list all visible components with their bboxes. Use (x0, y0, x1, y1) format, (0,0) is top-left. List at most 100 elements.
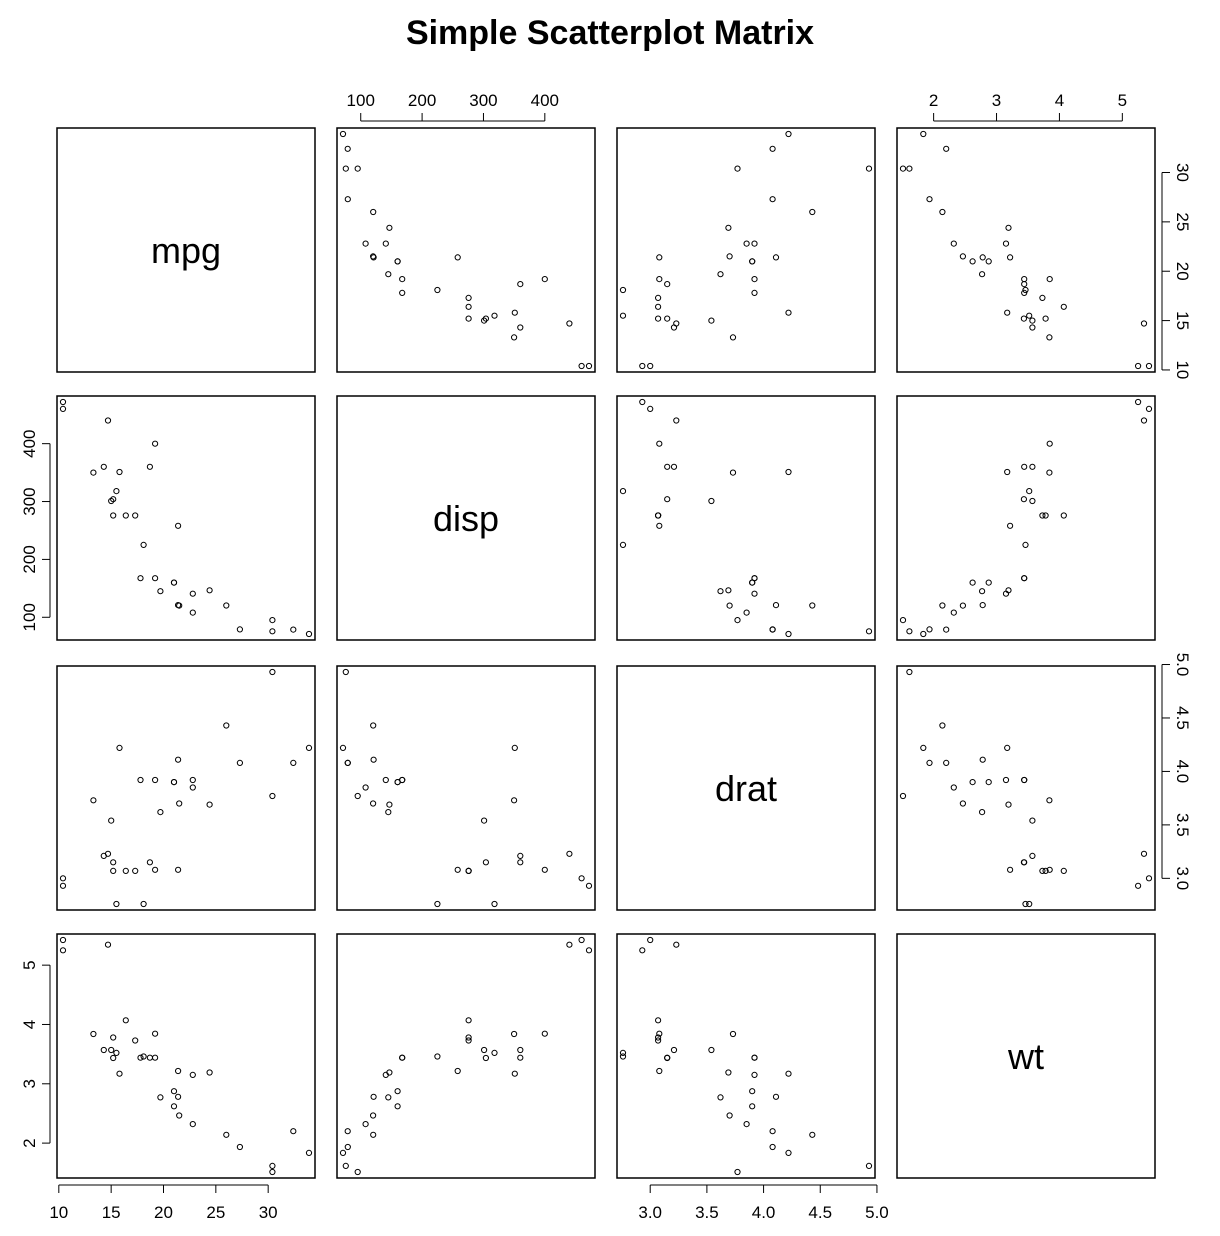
point-disp-vs-mpg-15 (59, 405, 67, 412)
point-wt-vs-drat-7 (725, 1069, 732, 1076)
point-mpg-vs-disp-11 (465, 303, 472, 310)
point-disp-vs-mpg-24 (152, 440, 159, 447)
point-disp-vs-wt-12 (1039, 512, 1046, 519)
point-drat-vs-mpg-14 (59, 882, 67, 889)
point-mpg-vs-drat-9 (751, 276, 758, 283)
point-drat-vs-disp-8 (382, 776, 389, 784)
point-drat-vs-mpg-29 (157, 809, 164, 816)
tick-label-right-mpg-2: 20 (1173, 262, 1192, 281)
point-mpg-vs-wt-30 (1029, 317, 1036, 324)
tick-label-right-drat-4: 5.0 (1173, 653, 1192, 677)
tick-label-top-disp-2: 300 (469, 91, 497, 110)
point-drat-vs-disp-15 (578, 875, 585, 882)
point-wt-vs-mpg-1 (170, 1088, 178, 1095)
panel-disp-wt (896, 395, 1156, 641)
panel-mpg-drat (616, 127, 876, 373)
point-disp-vs-mpg-30 (108, 497, 115, 505)
point-drat-vs-mpg-31 (175, 756, 182, 763)
point-wt-vs-mpg-11 (122, 1017, 129, 1024)
point-wt-vs-drat-3 (656, 1067, 663, 1075)
point-mpg-vs-drat-21 (619, 312, 627, 319)
tick-label-left-disp-1: 200 (20, 545, 39, 573)
tick-label-left-disp-0: 100 (20, 603, 39, 631)
point-mpg-vs-wt-18 (906, 165, 913, 172)
point-mpg-vs-wt-17 (943, 145, 950, 152)
point-mpg-vs-drat-13 (655, 315, 662, 322)
point-drat-vs-disp-23 (510, 797, 518, 804)
point-drat-vs-wt-5 (1022, 900, 1029, 908)
point-mpg-vs-wt-25 (926, 196, 933, 203)
point-wt-vs-drat-15 (647, 936, 654, 944)
point-disp-vs-drat-15 (647, 405, 654, 412)
tick-label-bottom-drat-3: 4.5 (808, 1203, 832, 1222)
point-drat-vs-wt-15 (1145, 875, 1153, 882)
point-wt-vs-drat-25 (769, 1143, 776, 1151)
point-wt-vs-drat-17 (769, 1128, 776, 1135)
tick-label-bottom-drat-1: 3.5 (695, 1203, 719, 1222)
point-drat-vs-mpg-26 (223, 722, 230, 729)
point-drat-vs-wt-20 (959, 800, 967, 807)
point-mpg-vs-wt-6 (1029, 324, 1036, 331)
point-wt-vs-mpg-3 (175, 1067, 182, 1075)
point-wt-vs-drat-18 (865, 1162, 873, 1170)
point-wt-vs-disp-0 (394, 1103, 401, 1110)
point-wt-vs-mpg-22 (110, 1054, 117, 1062)
point-disp-vs-drat-10 (751, 575, 758, 582)
point-disp-vs-wt-23 (1046, 469, 1053, 476)
tick-label-bottom-mpg-2: 20 (154, 1203, 173, 1222)
point-drat-vs-disp-7 (386, 801, 393, 808)
point-disp-vs-wt-21 (1026, 488, 1033, 495)
point-mpg-vs-drat-14 (639, 362, 646, 370)
point-mpg-vs-wt-5 (1022, 286, 1029, 294)
point-drat-vs-wt-10 (1021, 776, 1028, 784)
point-wt-vs-drat-23 (729, 1030, 737, 1038)
point-disp-vs-drat-30 (708, 497, 715, 505)
point-wt-vs-drat-5 (619, 1053, 627, 1060)
point-disp-vs-wt-4 (1021, 463, 1028, 470)
point-drat-vs-wt-28 (1004, 744, 1011, 752)
point-mpg-vs-disp-17 (344, 145, 351, 152)
panel-disp-disp (336, 395, 596, 641)
panel-wt-drat (616, 933, 876, 1179)
point-wt-vs-drat-20 (726, 1112, 733, 1119)
tick-label-top-wt-2: 4 (1055, 91, 1064, 110)
point-mpg-vs-disp-21 (491, 312, 498, 319)
tick-label-left-wt-2: 4 (20, 1020, 39, 1029)
point-disp-vs-drat-31 (772, 602, 780, 609)
point-wt-vs-mpg-29 (157, 1094, 164, 1101)
point-drat-vs-mpg-4 (146, 859, 153, 866)
point-mpg-vs-wt-11 (1060, 303, 1067, 310)
point-wt-vs-disp-26 (370, 1131, 377, 1138)
point-mpg-vs-wt-29 (979, 271, 986, 278)
point-mpg-vs-wt-12 (1039, 294, 1046, 301)
point-wt-vs-disp-18 (342, 1162, 349, 1170)
point-drat-vs-disp-27 (354, 792, 361, 800)
point-mpg-vs-wt-10 (1021, 289, 1028, 296)
panel-drat-mpg (56, 665, 316, 911)
point-drat-vs-mpg-9 (152, 776, 159, 784)
point-wt-vs-mpg-9 (152, 1054, 159, 1061)
point-wt-vs-drat-22 (664, 1054, 671, 1062)
point-disp-vs-wt-20 (959, 602, 967, 609)
point-drat-vs-mpg-22 (110, 859, 117, 866)
tick-label-right-mpg-4: 30 (1173, 163, 1192, 182)
point-wt-vs-mpg-4 (146, 1054, 153, 1061)
plot-title: Simple Scatterplot Matrix (405, 14, 815, 52)
point-wt-vs-mpg-7 (206, 1069, 213, 1076)
point-wt-vs-drat-31 (772, 1093, 780, 1100)
point-drat-vs-disp-2 (362, 784, 369, 791)
point-wt-vs-disp-17 (344, 1128, 351, 1135)
point-wt-vs-mpg-27 (269, 1168, 276, 1176)
point-disp-vs-wt-3 (1007, 522, 1014, 529)
point-wt-vs-mpg-26 (223, 1131, 230, 1138)
point-mpg-vs-wt-16 (1140, 320, 1148, 327)
point-drat-vs-wt-22 (1020, 859, 1028, 866)
point-drat-vs-mpg-10 (137, 776, 144, 784)
tick-label-left-disp-2: 300 (20, 487, 39, 515)
point-mpg-vs-drat-8 (751, 240, 758, 247)
point-wt-vs-disp-28 (511, 1070, 518, 1077)
point-disp-vs-drat-29 (717, 588, 724, 595)
point-drat-vs-wt-11 (1060, 867, 1067, 875)
point-drat-vs-disp-22 (482, 859, 489, 866)
point-disp-vs-wt-31 (979, 602, 986, 609)
